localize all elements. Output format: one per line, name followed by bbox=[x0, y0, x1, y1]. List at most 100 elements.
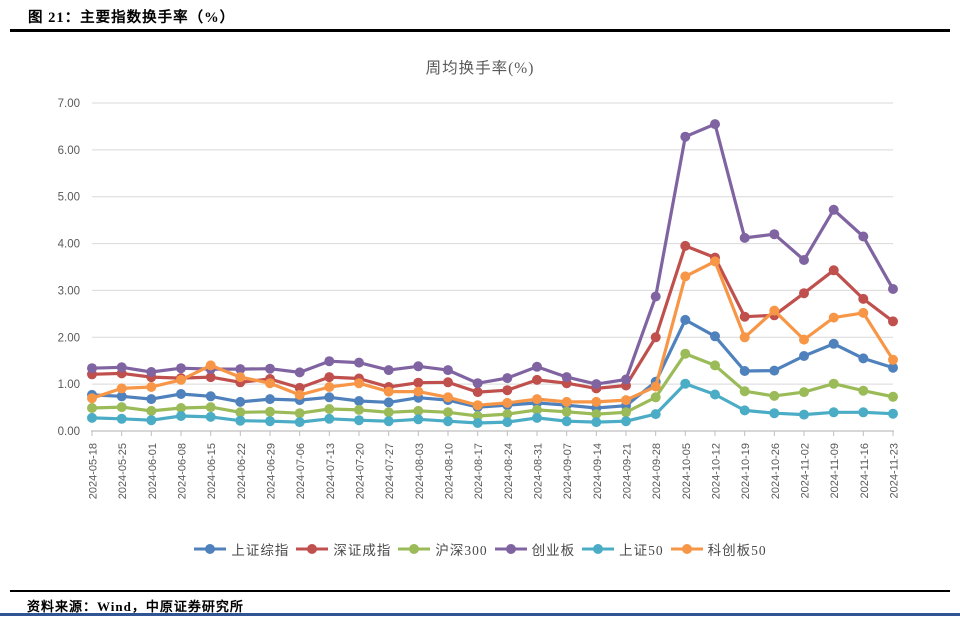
data-point bbox=[532, 412, 542, 423]
x-axis-tick-label: 2024-09-21 bbox=[622, 443, 634, 499]
legend-item-0: 上证综指 bbox=[193, 539, 289, 559]
x-axis-tick-label: 2024-08-10 bbox=[444, 443, 456, 499]
legend-item-1: 深证成指 bbox=[295, 539, 391, 559]
data-point bbox=[858, 353, 869, 364]
data-point bbox=[561, 406, 572, 417]
data-point bbox=[413, 377, 424, 388]
data-point bbox=[146, 415, 157, 426]
data-point bbox=[621, 407, 631, 418]
data-point bbox=[383, 365, 394, 376]
legend-item-5: 科创板50 bbox=[670, 539, 767, 559]
legend-marker-icon bbox=[494, 544, 527, 554]
data-point bbox=[472, 400, 483, 411]
data-point bbox=[265, 416, 275, 427]
data-point bbox=[532, 361, 542, 372]
data-point bbox=[680, 314, 691, 325]
data-point bbox=[383, 407, 394, 418]
data-point bbox=[650, 381, 661, 392]
legend-marker-icon bbox=[296, 544, 329, 554]
legend-label: 上证综指 bbox=[231, 543, 290, 558]
legend-dot bbox=[593, 544, 604, 554]
legend-item-4: 上证50 bbox=[581, 539, 664, 559]
legend-marker-icon bbox=[582, 544, 615, 554]
data-point bbox=[235, 415, 246, 426]
series-line-1 bbox=[90, 244, 895, 394]
data-point bbox=[235, 364, 246, 375]
legend-item-3: 创业板 bbox=[494, 539, 576, 559]
x-axis-tick-label: 2024-09-28 bbox=[651, 443, 663, 499]
data-point bbox=[443, 377, 453, 388]
series-line-5 bbox=[90, 259, 895, 407]
data-point bbox=[502, 397, 513, 408]
legend-item-2: 沪深300 bbox=[397, 539, 487, 559]
data-point bbox=[858, 307, 869, 318]
data-point bbox=[828, 265, 839, 276]
top-divider bbox=[10, 29, 950, 32]
data-point bbox=[205, 360, 216, 371]
legend-label: 沪深300 bbox=[435, 543, 488, 558]
y-axis-tick-label: 4.00 bbox=[58, 239, 80, 251]
data-point bbox=[710, 360, 720, 371]
x-axis-tick-label: 2024-07-13 bbox=[325, 443, 337, 499]
legend-label: 深证成指 bbox=[333, 543, 392, 558]
legend-marker-icon bbox=[398, 544, 431, 554]
data-point bbox=[680, 348, 691, 359]
data-point bbox=[205, 411, 216, 422]
data-point bbox=[443, 407, 453, 418]
data-point bbox=[472, 378, 483, 389]
data-point bbox=[324, 413, 335, 424]
data-point bbox=[176, 403, 186, 413]
x-axis-tick-label: 2024-09-14 bbox=[592, 443, 604, 499]
data-point bbox=[443, 416, 453, 427]
data-point bbox=[739, 366, 750, 376]
data-point bbox=[265, 378, 275, 389]
data-point bbox=[858, 385, 869, 396]
figure-caption: 图 21：主要指数换手率（%） bbox=[28, 10, 236, 26]
data-point bbox=[888, 391, 898, 402]
data-point bbox=[413, 414, 424, 425]
data-point bbox=[443, 365, 453, 376]
data-point bbox=[769, 390, 780, 401]
x-axis-tick-label: 2024-10-26 bbox=[770, 443, 782, 499]
data-point bbox=[146, 382, 157, 392]
data-point bbox=[413, 386, 424, 397]
data-point bbox=[265, 394, 275, 405]
turnover-line-chart: 0.00 1.00 2.00 3.00 4.00 5.00 6.00 7.00 2024-05-… bbox=[58, 98, 901, 499]
chart-legend: 上证综指 深证成指 沪深300 创业板 上证50 科创板50 bbox=[0, 539, 960, 559]
y-axis-tick-label: 0.00 bbox=[58, 426, 80, 438]
data-point bbox=[354, 404, 364, 415]
data-point bbox=[146, 367, 157, 377]
y-axis-tick-label: 7.00 bbox=[58, 98, 80, 110]
data-point bbox=[532, 404, 542, 415]
data-point bbox=[265, 406, 275, 417]
y-axis-tick-label: 3.00 bbox=[58, 285, 80, 297]
x-axis-tick-label: 2024-08-31 bbox=[533, 443, 545, 499]
data-point bbox=[739, 232, 750, 243]
data-point bbox=[294, 417, 305, 428]
data-point bbox=[799, 409, 809, 420]
data-point bbox=[472, 411, 483, 421]
data-point bbox=[413, 405, 424, 416]
data-point bbox=[87, 393, 97, 404]
chart-title: 周均换手率(%) bbox=[425, 60, 535, 77]
data-point bbox=[561, 416, 572, 427]
data-point bbox=[828, 204, 839, 215]
data-point bbox=[828, 338, 839, 349]
data-point bbox=[176, 389, 186, 399]
legend-marker-icon bbox=[670, 544, 703, 554]
data-point bbox=[710, 389, 720, 400]
legend-label: 上证50 bbox=[619, 543, 664, 558]
y-axis-tick-label: 5.00 bbox=[58, 192, 80, 204]
x-axis-tick-label: 2024-09-07 bbox=[562, 443, 574, 499]
data-point bbox=[472, 387, 483, 398]
x-axis-tick-label: 2024-07-27 bbox=[384, 443, 396, 499]
data-point bbox=[532, 374, 542, 385]
data-point bbox=[591, 379, 602, 390]
series-line-2 bbox=[90, 352, 895, 418]
x-axis-tick-label: 2024-08-03 bbox=[414, 443, 426, 499]
accent-bar bbox=[0, 613, 960, 616]
x-axis-tick-label: 2024-06-29 bbox=[266, 443, 278, 499]
legend-dot bbox=[205, 544, 216, 554]
data-point bbox=[828, 312, 839, 323]
data-point bbox=[324, 392, 335, 403]
